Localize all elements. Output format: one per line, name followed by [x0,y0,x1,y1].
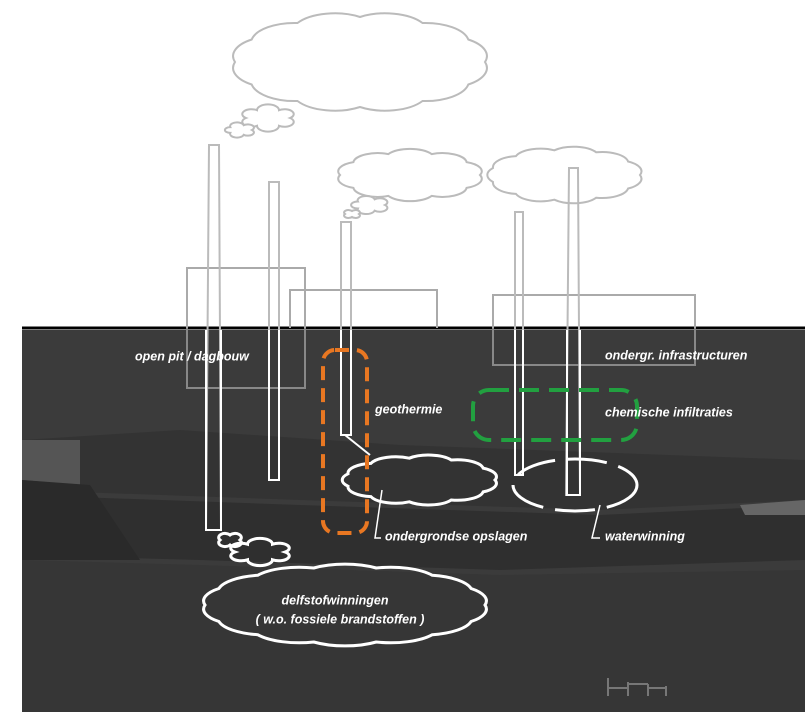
rock [22,480,140,560]
frame [186,267,306,328]
label: ( w.o. fossiele brandstoffen ) [256,612,425,626]
layer [22,430,805,510]
label: waterwinning [605,529,685,543]
building-frames [186,267,696,389]
cloud [350,194,389,216]
cloud [241,103,295,133]
cloud [337,147,483,203]
label: ondergr. infrastructuren [605,348,748,362]
frame [492,294,696,328]
clouds [202,12,643,648]
cloud [229,536,291,568]
cloud [217,531,243,549]
label: geothermie [374,402,442,416]
layer [22,560,805,712]
infiltratie-zone [471,388,639,442]
ruler-icon [607,678,667,696]
label: open pit / dagbouw [135,349,250,363]
rock [22,440,80,485]
leader [591,504,601,539]
cloud [232,12,488,112]
geothermie-zone [321,348,369,535]
cloud [202,562,488,648]
leader [374,489,383,539]
frame-underground [492,328,696,366]
cloud [223,121,255,139]
leader-lines [374,489,601,539]
ground [22,326,805,712]
label: chemische infiltraties [605,405,733,419]
label: ondergrondse opslagen [385,529,528,543]
rock [740,500,805,515]
connector [344,434,371,456]
waterwinning-zone [511,457,639,513]
pipes [204,144,582,531]
frame-underground [186,328,306,389]
cloud [486,145,643,205]
label: delfstofwinningen [282,593,389,607]
layer [22,495,805,570]
cloud [343,209,361,219]
cloud [340,453,498,507]
frame [289,289,438,328]
